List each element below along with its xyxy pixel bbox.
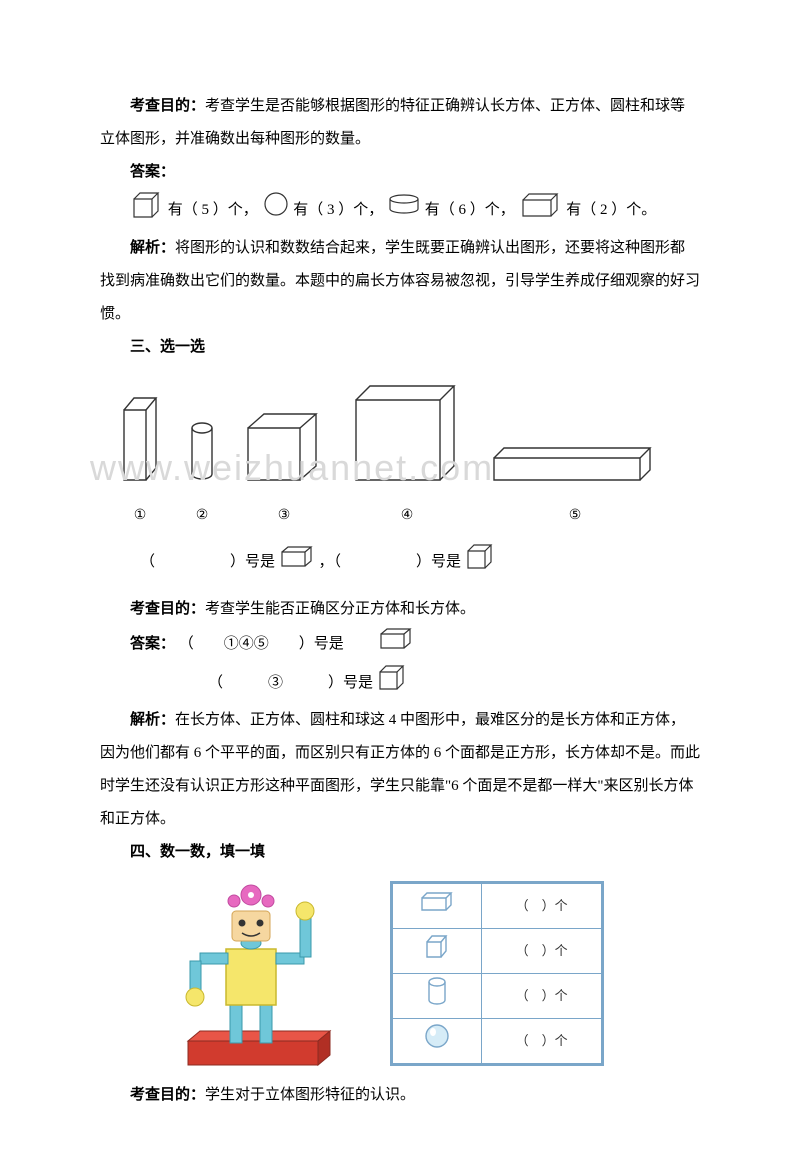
table-blank-3: （ ）个	[482, 973, 602, 1018]
table-blank-4: （ ）个	[482, 1018, 602, 1063]
count-table: （ ）个 （ ）个 （ ）个	[390, 881, 604, 1066]
purpose-4: 考查目的：学生对于立体图形特征的认识。	[100, 1079, 700, 1112]
purpose-3: 考查目的：考查学生能否正确区分正方体和长方体。	[100, 593, 700, 626]
table-icon-cuboid	[393, 883, 482, 928]
purpose-3-label: 考查目的：	[130, 601, 205, 617]
shape-2: ②	[188, 420, 216, 532]
answer-cylinder: 有（ 6 ）个，	[425, 202, 515, 218]
answer-label: 答案：	[100, 156, 700, 189]
purpose-1: 考查目的：考查学生是否能够根据图形的特征正确辨认长方体、正方体、圆柱和球等立体图…	[100, 90, 700, 156]
shape-1-label: ①	[120, 501, 160, 532]
shapes-row: ① ② ③ ④ ⑤	[120, 382, 700, 532]
shape-5: ⑤	[490, 444, 660, 532]
answer-sphere: 有（ 3 ）个，	[293, 202, 383, 218]
analysis-1: 解析：将图形的认识和数数结合起来，学生既要正确辨认出图形，还要将这种图形都找到病…	[100, 232, 700, 331]
q3-blank-1: （ ）号是	[140, 554, 275, 570]
q4-row: （ ）个 （ ）个 （ ）个	[160, 881, 700, 1071]
analysis-3-label: 解析：	[130, 712, 175, 728]
q3-blank-line: （ ）号是 ，（ ）号是	[140, 542, 700, 583]
shape-1: ①	[120, 392, 160, 532]
analysis-1-label: 解析：	[130, 240, 175, 256]
cuboid-icon-2	[279, 544, 315, 581]
answer-line: 有（ 5 ）个， 有（ 3 ）个， 有（ 6 ）个， 有（ 2 ）个。	[130, 189, 700, 232]
cube-icon-2	[465, 542, 495, 583]
shape-3: ③	[244, 410, 324, 532]
table-icon-cylinder	[393, 973, 482, 1018]
section-4-title: 四、数一数，填一填	[100, 836, 700, 869]
shape-4-label: ④	[352, 501, 462, 532]
shape-3-label: ③	[244, 501, 324, 532]
q3-blank-2: ，（ ）号是	[319, 554, 462, 570]
answer-cuboid: 有（ 2 ）个。	[566, 202, 656, 218]
cuboid-icon	[519, 190, 563, 231]
shape-5-label: ⑤	[490, 501, 660, 532]
purpose-4-text: 学生对于立体图形特征的认识。	[205, 1087, 415, 1103]
answer-3: 答案： （ ①④⑤ ）号是	[100, 626, 700, 663]
answer-3-line2-row: （ ③ ）号是	[208, 663, 700, 704]
cube-icon-3	[377, 663, 407, 704]
table-icon-cube	[393, 928, 482, 973]
table-blank-1: （ ）个	[482, 883, 602, 928]
table-icon-sphere	[393, 1018, 482, 1063]
answer-3-line1: （ ①④⑤ ）号是	[179, 636, 344, 652]
shape-2-label: ②	[188, 501, 216, 532]
analysis-3: 解析：在长方体、正方体、圆柱和球这 4 中图形中，最难区分的是长方体和正方体，因…	[100, 704, 700, 836]
purpose-1-label: 考查目的：	[130, 98, 205, 114]
cube-icon	[130, 189, 164, 232]
answer-cube: 有（ 5 ）个，	[168, 202, 258, 218]
analysis-3-text: 在长方体、正方体、圆柱和球这 4 中图形中，最难区分的是长方体和正方体，因为他们…	[100, 712, 700, 827]
purpose-4-label: 考查目的：	[130, 1087, 205, 1103]
robot-figure	[160, 881, 360, 1071]
cylinder-icon	[387, 193, 421, 228]
shape-4: ④	[352, 382, 462, 532]
answer-3-label: 答案：	[130, 636, 175, 652]
cuboid-icon-3	[348, 626, 414, 663]
analysis-1-text: 将图形的认识和数数结合起来，学生既要正确辨认出图形，还要将这种图形都找到病准确数…	[100, 240, 700, 322]
purpose-3-text: 考查学生能否正确区分正方体和长方体。	[205, 601, 475, 617]
sphere-icon	[262, 190, 290, 231]
section-3-title: 三、选一选	[100, 331, 700, 364]
table-blank-2: （ ）个	[482, 928, 602, 973]
answer-3-line2: （ ③ ）号是	[208, 675, 373, 691]
